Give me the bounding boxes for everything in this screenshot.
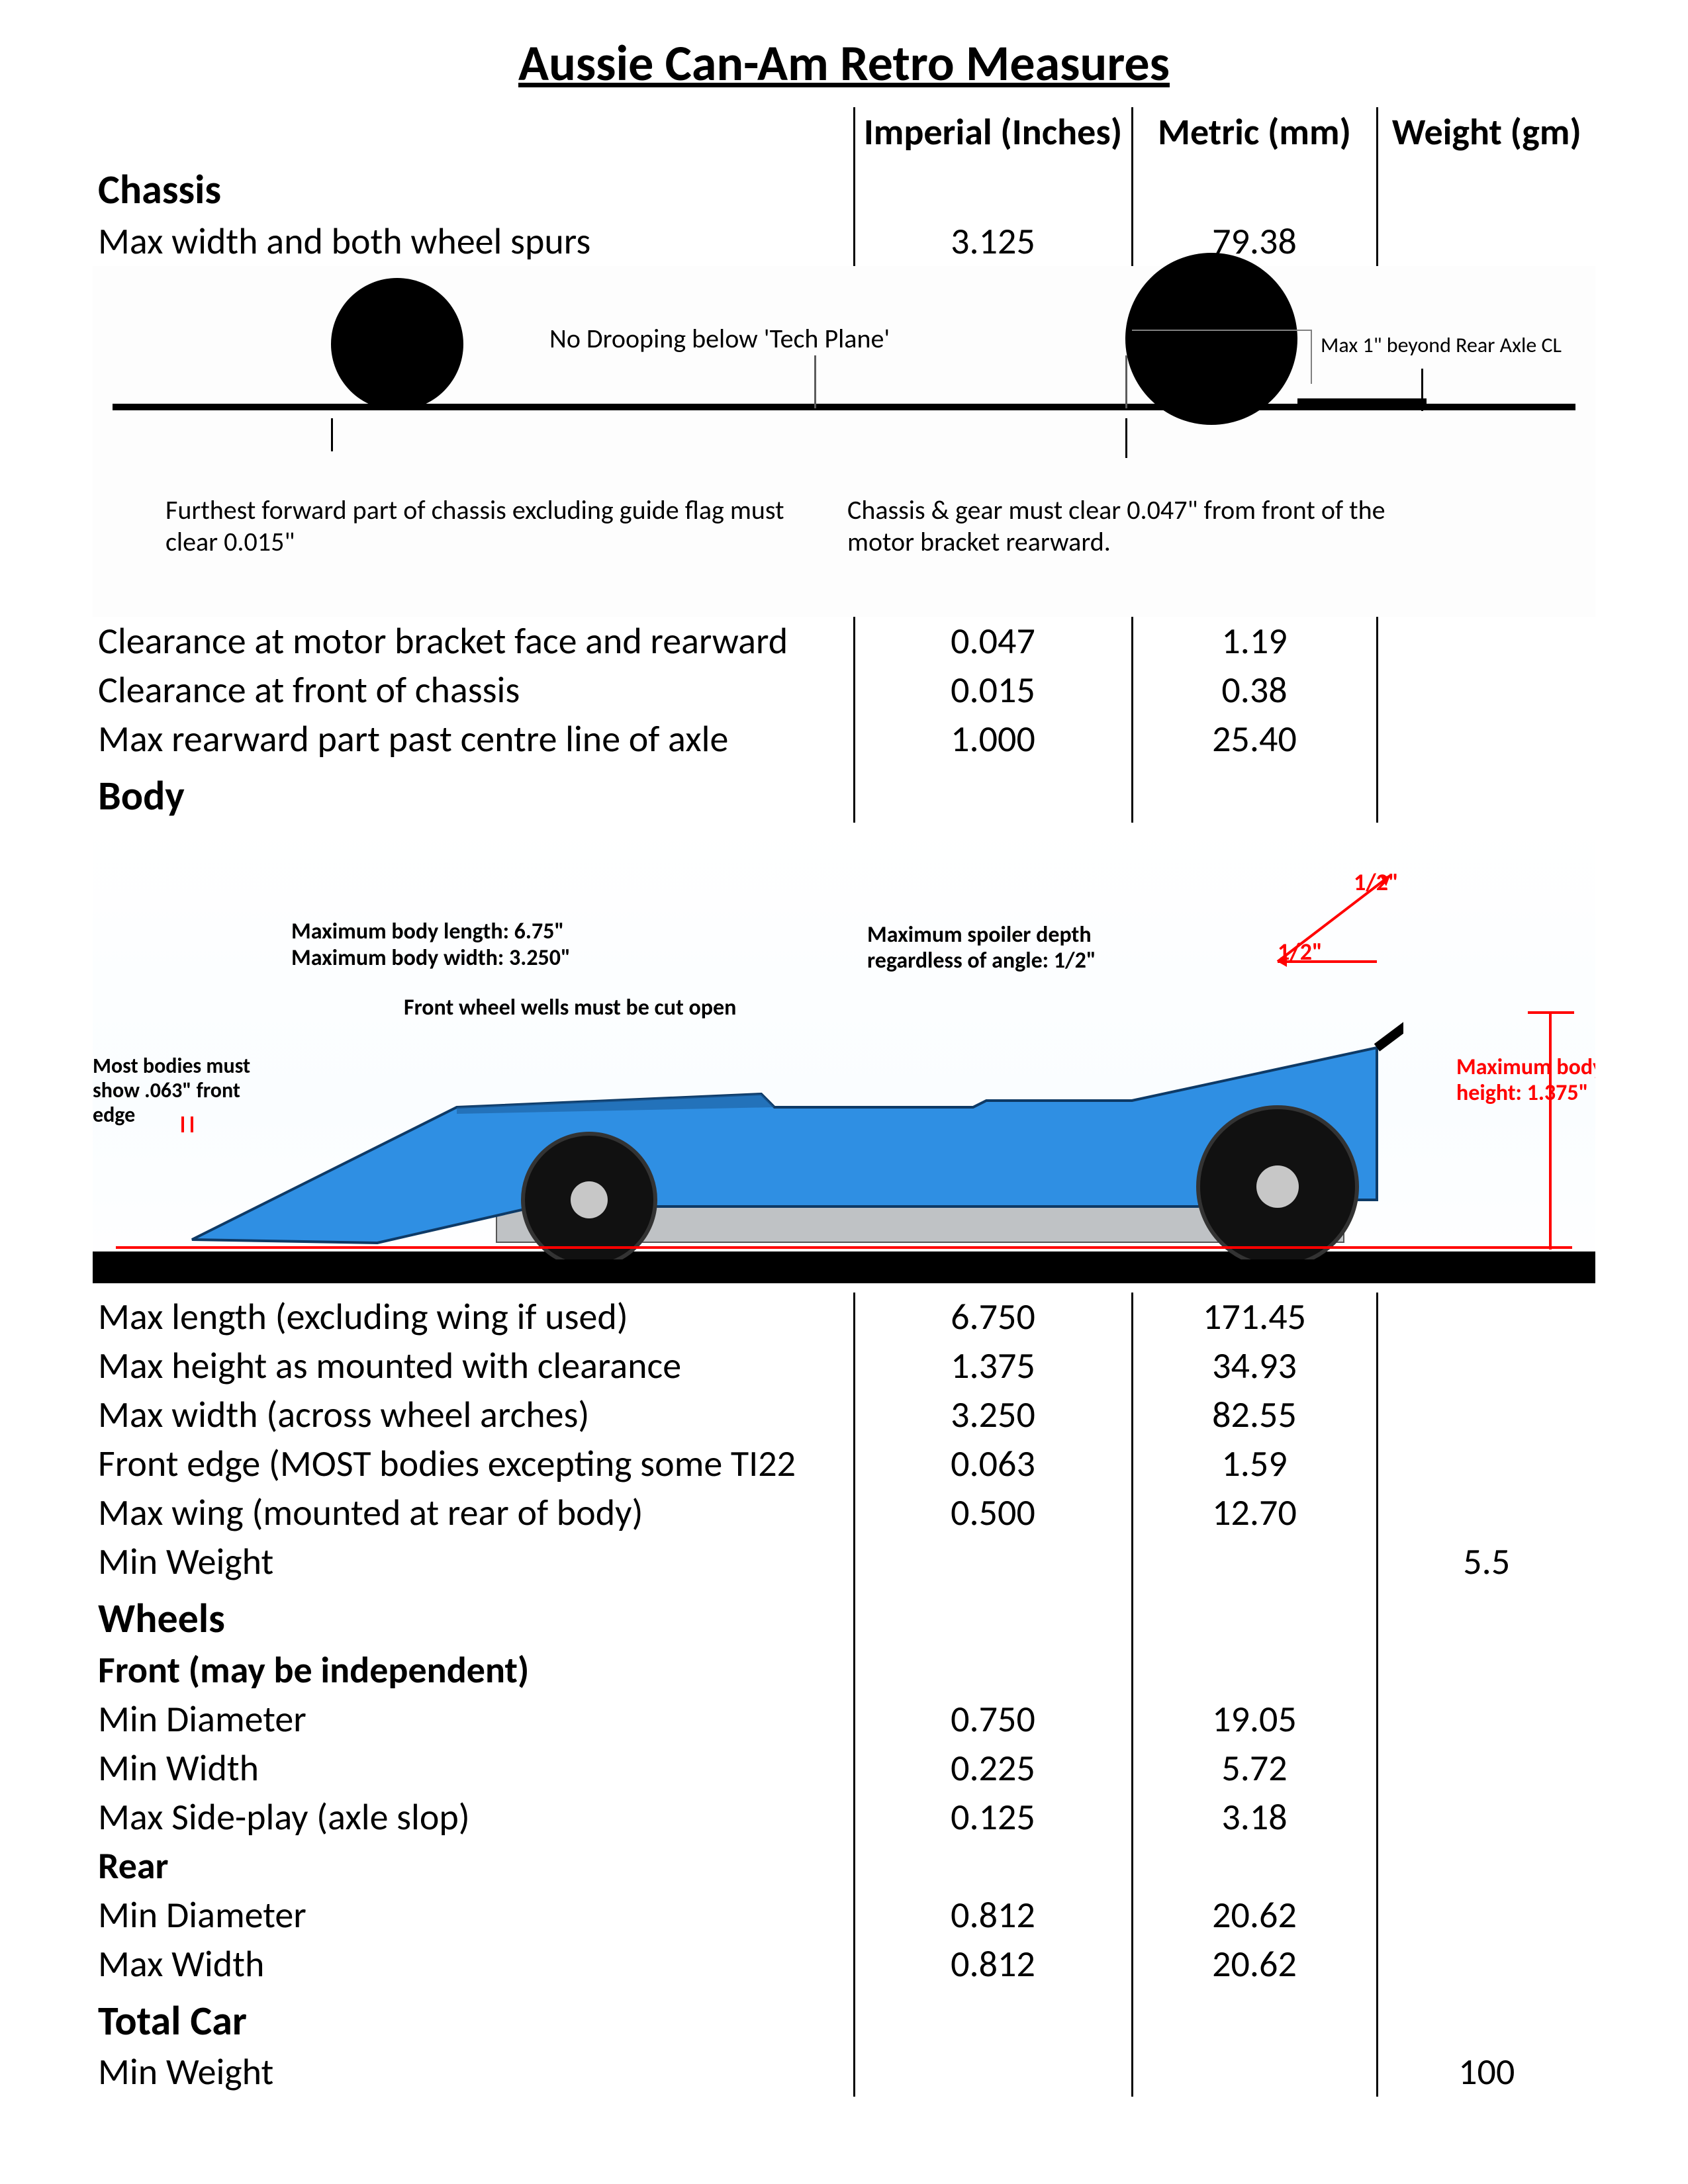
table-header-row: Imperial (Inches) Metric (mm) Weight (gm…	[93, 107, 1595, 158]
row-body-maxwing: Max wing (mounted at rear of body) 0.500…	[93, 1488, 1595, 1537]
chassis-note-left: Furthest forward part of chassis excludi…	[165, 494, 794, 558]
front-wheel-wells-label: Front wheel wells must be cut open	[404, 995, 736, 1021]
row-chassis-maxrearward: Max rearward part past centre line of ax…	[93, 715, 1595, 764]
red-tick	[191, 1116, 193, 1132]
body-length-label: Maximum body length: 6.75"	[291, 919, 564, 944]
spoiler-red-arrows	[1264, 849, 1463, 1015]
body-diagram: Maximum body length: 6.75" Maximum body …	[93, 823, 1595, 1293]
page-title: Aussie Can-Am Retro Measures	[93, 33, 1595, 94]
rear-ext-line	[1297, 398, 1427, 410]
body-width-label: Maximum body width: 3.250"	[291, 945, 571, 971]
imperial: 3.125	[854, 217, 1132, 266]
metric: 79.38	[1132, 217, 1377, 266]
measures-table: Imperial (Inches) Metric (mm) Weight (gm…	[93, 107, 1595, 2097]
row-front-min-dia: Min Diameter 0.750 19.05	[93, 1695, 1595, 1744]
red-line	[1528, 1011, 1574, 1014]
row-chassis-clearfront: Clearance at front of chassis 0.015 0.38	[93, 666, 1595, 715]
header-imperial: Imperial (Inches)	[854, 107, 1132, 158]
car-illustration	[113, 942, 1403, 1259]
row-chassis-clearmotor: Clearance at motor bracket face and rear…	[93, 617, 1595, 666]
header-metric: Metric (mm)	[1132, 107, 1377, 158]
no-drooping-label: No Drooping below 'Tech Plane'	[549, 322, 890, 355]
front-edge-label: Most bodies must show .063" front edge	[93, 1054, 265, 1127]
row-body-frontedge: Front edge (MOST bodies excepting some T…	[93, 1439, 1595, 1488]
subsection-wheels-front: Front (may be independent)	[93, 1646, 1595, 1695]
red-line	[1549, 1011, 1552, 1250]
row-body-minweight: Min Weight 5.5	[93, 1537, 1595, 1586]
tick	[814, 355, 816, 408]
row-body-maxwidth: Max width (across wheel arches) 3.250 82…	[93, 1390, 1595, 1439]
row-chassis-maxwidth: Max width and both wheel spurs 3.125 79.…	[93, 217, 1595, 266]
red-line	[116, 1246, 1572, 1249]
spoiler-note-label: Maximum spoiler depth regardless of angl…	[867, 922, 1158, 974]
tick	[1125, 355, 1127, 408]
section-chassis: Chassis	[93, 158, 1595, 217]
section-total-car: Total Car	[93, 1989, 1595, 2048]
label: Max width and both wheel spurs	[93, 217, 854, 266]
row-body-maxlength: Max length (excluding wing if used) 6.75…	[93, 1293, 1595, 1342]
section-body: Body	[93, 764, 1595, 823]
row-front-min-width: Min Width 0.225 5.72	[93, 1744, 1595, 1793]
row-body-maxheight: Max height as mounted with clearance 1.3…	[93, 1342, 1595, 1390]
header-blank	[93, 107, 854, 158]
row-rear-max-width: Max Width 0.812 20.62	[93, 1940, 1595, 1989]
front-wheel-icon	[331, 278, 463, 410]
chassis-note-right: Chassis & gear must clear 0.047" from fr…	[847, 494, 1443, 558]
row-total-min-weight: Min Weight 100	[93, 2048, 1595, 2097]
rear-axle-label: Max 1" beyond Rear Axle CL	[1321, 332, 1562, 359]
row-front-max-slop: Max Side-play (axle slop) 0.125 3.18	[93, 1793, 1595, 1842]
tick	[1125, 418, 1127, 458]
document-page: Aussie Can-Am Retro Measures Imperial (I…	[0, 0, 1688, 2184]
section-wheels: Wheels	[93, 1586, 1595, 1646]
tick	[331, 418, 333, 451]
subsection-wheels-rear: Rear	[93, 1842, 1595, 1891]
row-rear-min-dia: Min Diameter 0.812 20.62	[93, 1891, 1595, 1940]
max-height-label: Maximum body height: 1.375"	[1456, 1054, 1595, 1106]
header-weight: Weight (gm)	[1377, 107, 1595, 158]
rear-ext-box	[1132, 330, 1312, 384]
chassis-diagram: No Drooping below 'Tech Plane' Max 1" be…	[93, 266, 1595, 617]
red-tick	[181, 1116, 184, 1132]
rear-ext-tick	[1421, 369, 1423, 411]
section-title-chassis: Chassis	[93, 158, 854, 217]
